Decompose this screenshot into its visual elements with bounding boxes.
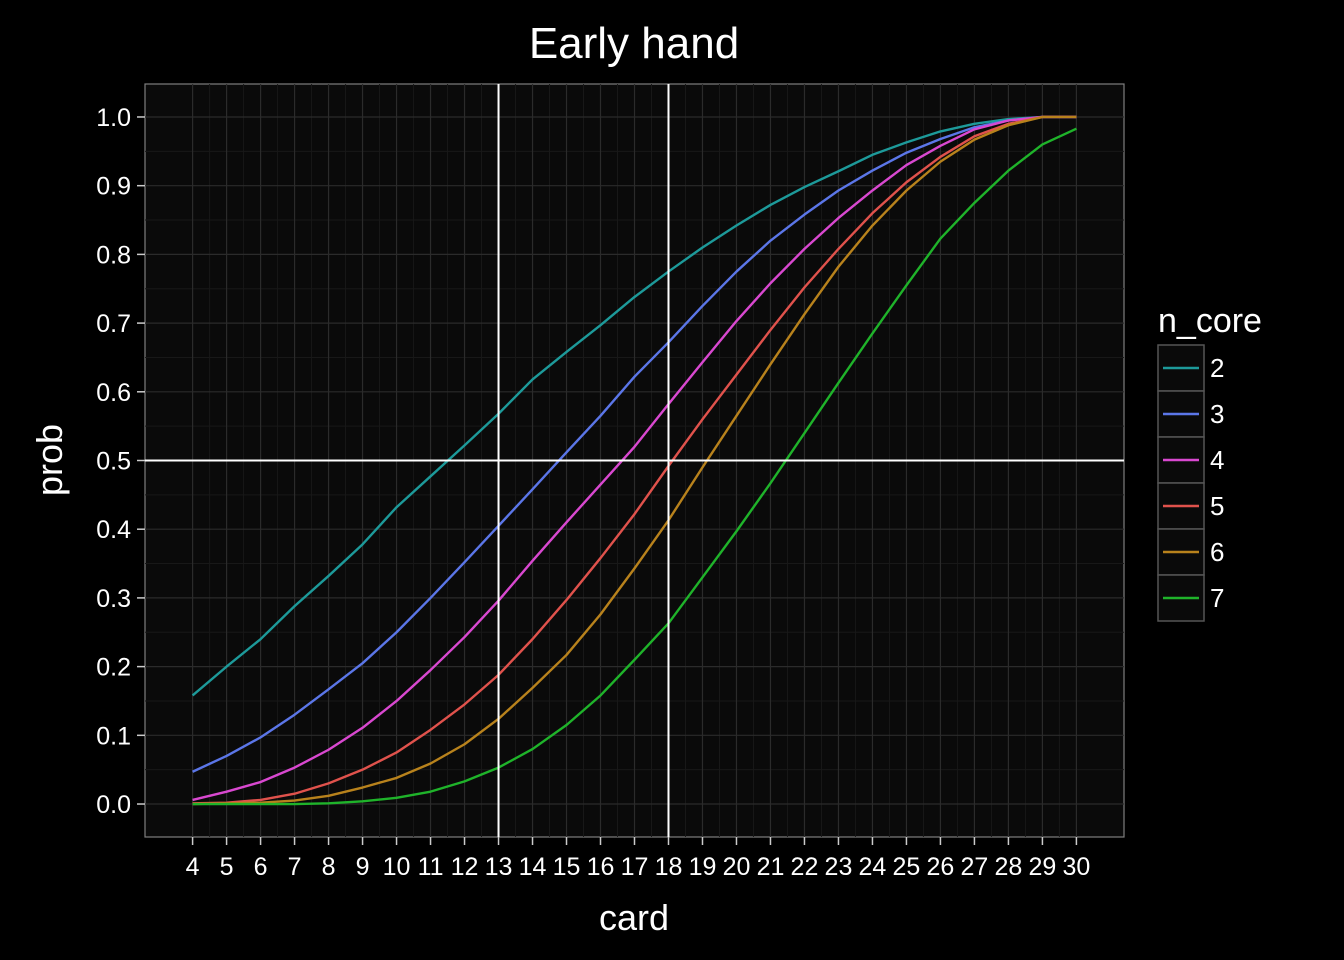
legend-label: 6 [1210, 537, 1224, 567]
x-tick-label: 15 [553, 853, 581, 881]
y-tick-label: 0.2 [96, 654, 131, 682]
y-tick-label: 0.4 [96, 516, 131, 544]
x-tick-label: 22 [791, 853, 819, 881]
series-line-3 [192, 115, 1077, 773]
legend-label: 3 [1210, 399, 1224, 429]
series-line-5 [192, 115, 1077, 805]
chart-title: Early hand [529, 19, 739, 68]
x-tick-label: 29 [1029, 853, 1057, 881]
x-tick-label: 28 [995, 853, 1023, 881]
x-tick-label: 24 [859, 853, 887, 881]
x-tick-label: 13 [485, 853, 513, 881]
x-tick-label: 16 [587, 853, 615, 881]
x-tick-label: 21 [757, 853, 785, 881]
legend-label: 5 [1210, 491, 1224, 521]
y-tick-label: 0.6 [96, 379, 131, 407]
x-tick-label: 17 [621, 853, 649, 881]
x-tick-label: 19 [689, 853, 717, 881]
x-tick-label: 25 [893, 853, 921, 881]
x-tick-label: 9 [356, 853, 370, 881]
series-line-6 [192, 115, 1077, 806]
series-line-7 [192, 127, 1077, 806]
series-line-2 [191, 115, 1077, 697]
y-axis-title: prob [29, 424, 70, 496]
x-tick-label: 14 [519, 853, 547, 881]
x-tick-label: 30 [1063, 853, 1091, 881]
x-axis: 4 5 6 7 8 9 10 11 12 13 14 15 16 17 18 19 20 21 22 23 24 25 26… [186, 837, 1091, 881]
x-tick-label: 18 [655, 853, 683, 881]
x-tick-label: 27 [961, 853, 989, 881]
y-tick-label: 0.5 [96, 448, 131, 476]
legend-label: 2 [1210, 353, 1224, 383]
y-tick-label: 1.0 [96, 104, 131, 132]
legend: n_core 2 3 4 5 6 7 [1157, 302, 1262, 622]
x-tick-label: 26 [927, 853, 955, 881]
y-tick-label: 0.3 [96, 585, 131, 613]
x-tick-label: 12 [451, 853, 479, 881]
y-axis: 0.0 0.1 0.2 0.3 0.4 0.5 0.6 0.7 0.8 0.9 1.0 [96, 104, 145, 819]
x-tick-label: 8 [322, 853, 336, 881]
reference-lines [145, 84, 1124, 837]
x-tick-label: 20 [723, 853, 751, 881]
legend-label: 7 [1210, 583, 1224, 613]
y-tick-label: 0.1 [96, 722, 131, 750]
x-tick-label: 7 [288, 853, 302, 881]
y-tick-label: 0.8 [96, 241, 131, 269]
legend-label: 4 [1210, 445, 1224, 475]
y-tick-label: 0.0 [96, 791, 131, 819]
x-tick-label: 5 [220, 853, 234, 881]
x-axis-title: card [599, 897, 669, 938]
x-tick-label: 11 [418, 853, 444, 881]
x-tick-label: 6 [254, 853, 268, 881]
legend-items: 2 3 4 5 6 7 [1157, 344, 1224, 622]
x-tick-label: 10 [383, 853, 411, 881]
series-layer [191, 115, 1077, 806]
y-tick-label: 0.7 [96, 310, 131, 338]
y-tick-label: 0.9 [96, 173, 131, 201]
x-tick-label: 23 [825, 853, 853, 881]
legend-title: n_core [1158, 302, 1262, 340]
x-tick-label: 4 [186, 853, 200, 881]
series-line-4 [192, 115, 1077, 802]
